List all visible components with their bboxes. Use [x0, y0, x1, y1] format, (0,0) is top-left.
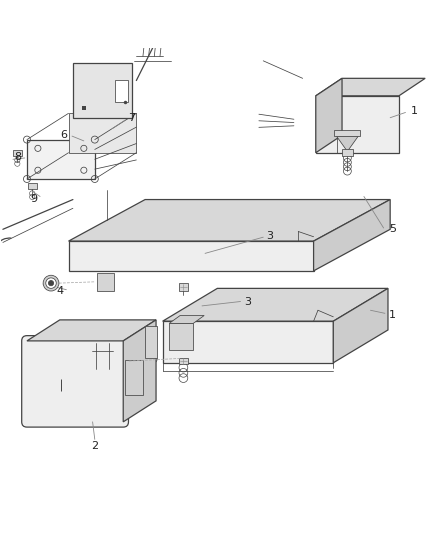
Text: 8: 8 [14, 152, 22, 162]
Text: 3: 3 [244, 296, 251, 306]
Text: 3: 3 [266, 231, 273, 241]
Polygon shape [145, 326, 157, 358]
Bar [141, 246, 150, 266]
Polygon shape [313, 199, 389, 271]
Bar [153, 246, 163, 266]
Text: 2: 2 [91, 441, 98, 451]
Polygon shape [341, 149, 352, 156]
Polygon shape [315, 78, 424, 96]
Polygon shape [13, 150, 21, 156]
Polygon shape [332, 288, 387, 363]
Polygon shape [28, 183, 36, 189]
Polygon shape [123, 320, 155, 422]
Polygon shape [97, 273, 114, 290]
Text: 7: 7 [128, 112, 135, 123]
Polygon shape [27, 320, 155, 341]
Polygon shape [27, 140, 95, 179]
Polygon shape [179, 282, 187, 290]
Polygon shape [169, 324, 193, 350]
Text: 1: 1 [388, 310, 395, 320]
Polygon shape [315, 78, 341, 153]
Polygon shape [68, 241, 313, 271]
Polygon shape [315, 96, 398, 153]
Text: 5: 5 [388, 224, 395, 235]
Polygon shape [68, 199, 389, 241]
Polygon shape [115, 79, 127, 102]
Text: 4: 4 [56, 286, 63, 296]
Polygon shape [169, 316, 204, 324]
Polygon shape [179, 358, 187, 364]
Polygon shape [68, 114, 136, 153]
Text: 9: 9 [30, 193, 37, 204]
Circle shape [48, 280, 53, 286]
FancyBboxPatch shape [21, 336, 128, 427]
Text: 1: 1 [410, 106, 417, 116]
Polygon shape [162, 288, 387, 321]
Polygon shape [73, 63, 132, 118]
Polygon shape [125, 360, 143, 395]
Bar [127, 246, 137, 266]
Circle shape [43, 275, 59, 291]
Polygon shape [333, 130, 360, 136]
Circle shape [46, 278, 56, 288]
Polygon shape [336, 136, 357, 151]
Polygon shape [162, 321, 332, 363]
Text: 6: 6 [60, 130, 67, 140]
